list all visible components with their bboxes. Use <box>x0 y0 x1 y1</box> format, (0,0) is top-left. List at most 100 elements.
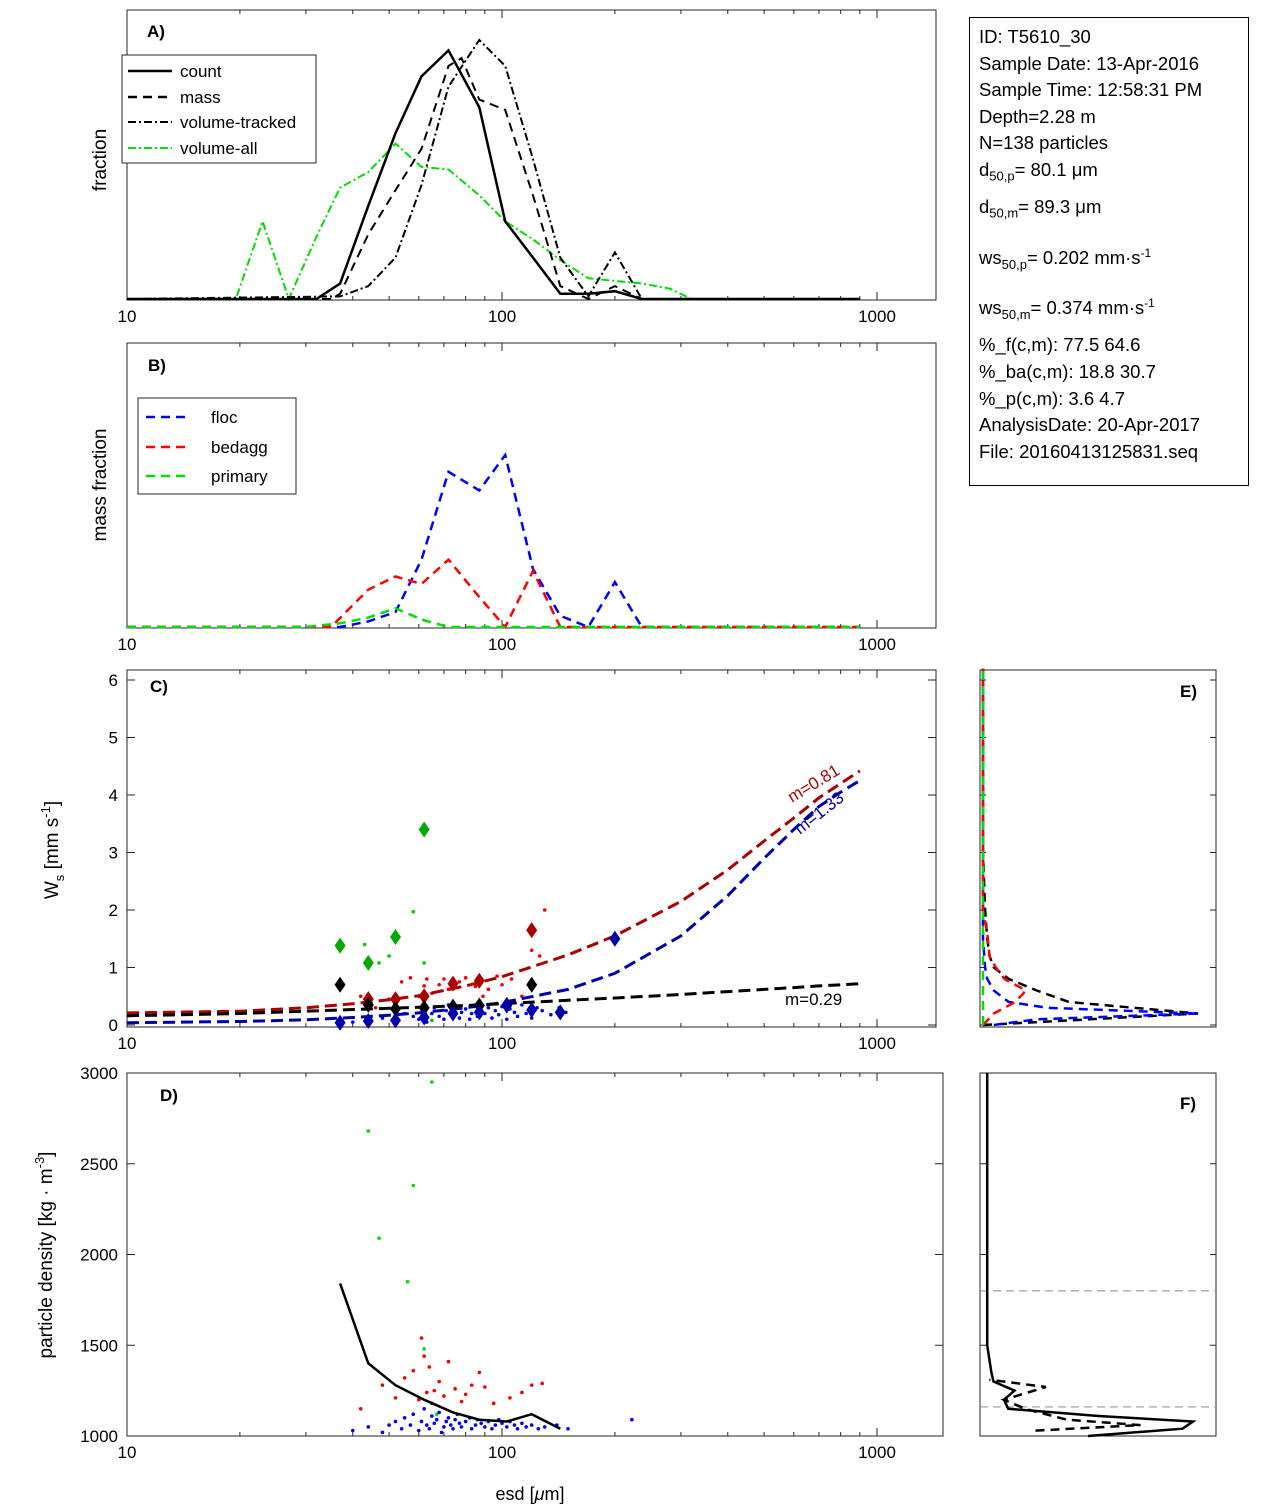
panel-d-point-bedagg <box>491 1401 496 1406</box>
panel-d-point-primary <box>366 1129 371 1133</box>
panel-d-point-bedagg <box>477 1370 482 1375</box>
c-ylabel-main: W <box>42 881 63 899</box>
panel-d-ytick-label: 3000 <box>80 1064 118 1083</box>
panel-d-point-floc <box>505 1425 509 1429</box>
panel-c-point-floc <box>444 1008 449 1013</box>
panel-d-point-floc <box>427 1426 432 1431</box>
panel-d-point-floc <box>512 1423 517 1427</box>
panel-d-point-floc <box>439 1430 444 1435</box>
panel-d-point-floc <box>393 1419 398 1424</box>
panel-d-point-bedagg <box>411 1368 416 1373</box>
panel-c-point-floc <box>459 1010 464 1015</box>
c-ylabel-sup: -1 <box>38 806 53 818</box>
panel-c-diamond-floc <box>554 1004 566 1021</box>
ws50m-prefix: ws <box>979 297 1002 319</box>
panel-d-point-floc <box>457 1421 462 1426</box>
panel-d-point-floc <box>424 1423 429 1427</box>
panel-f-label: F) <box>1180 1094 1196 1113</box>
d50m-value: = 89.3 μm <box>1018 196 1102 218</box>
panel-c-xtick-label: 100 <box>488 1034 516 1053</box>
panel-c-ytick-label: 1 <box>109 959 118 978</box>
panel-d-point-floc <box>453 1417 457 1422</box>
panel-c-point-floc <box>512 1010 517 1015</box>
info-file: File: 20160413125831.seq <box>979 440 1199 462</box>
panel-d-point-floc <box>459 1425 464 1429</box>
legend-b-bedagg-label: bedagg <box>211 438 268 457</box>
panel-c-point-floc <box>430 1011 434 1016</box>
panel-c-diamond-all <box>334 976 346 993</box>
panel-a-ylabel: fraction <box>90 129 111 191</box>
panel-c-diamond-primary <box>362 954 374 971</box>
panel-c-point-floc <box>486 1005 491 1010</box>
panel-d-point-primary <box>411 1183 416 1188</box>
panel-c-point-bedagg <box>399 980 404 984</box>
panel-d-ytick-label: 2500 <box>80 1155 118 1174</box>
xlabel-main: esd [ <box>496 1484 535 1504</box>
panel-c-ytick-label: 0 <box>109 1016 118 1035</box>
panel-c-point-floc <box>463 1007 468 1011</box>
panel-a-xtick-label: 100 <box>488 307 516 326</box>
panel-c-point-bedagg <box>529 948 534 953</box>
panel-d-point-primary <box>377 1236 381 1240</box>
panel-d-point-primary <box>430 1080 434 1084</box>
panel-a-line-count <box>127 48 860 301</box>
panel-c-diamond-floc <box>418 1009 430 1026</box>
panel-d-point-bedagg <box>393 1396 398 1400</box>
panel-d-xtick-label: 100 <box>488 1443 516 1462</box>
panel-c-diamond-floc <box>447 1005 459 1022</box>
panel-c-diamond-floc <box>473 1004 485 1021</box>
info-pct-floc: %_f(c,m): 77.5 64.6 <box>979 334 1141 356</box>
panel-d-point-floc <box>399 1426 404 1431</box>
panel-c-xtick-label: 1000 <box>858 1034 896 1053</box>
panel-d-median-line <box>338 1283 561 1430</box>
panel-c-ytick-label: 5 <box>109 729 118 748</box>
panel-c-diamond-primary <box>418 821 430 838</box>
panel-c-diamond-floc <box>390 1012 402 1029</box>
panel-d-point-floc <box>463 1419 468 1424</box>
panel-d-point-floc <box>442 1425 446 1429</box>
panel-d-point-bedagg <box>358 1406 363 1411</box>
panel-a-label: A) <box>147 22 165 41</box>
panel-d-point-floc <box>430 1414 434 1418</box>
legend-b: floc bedagg primary <box>137 397 297 495</box>
info-pct-primary: %_p(c,m): 3.6 4.7 <box>979 387 1126 409</box>
panel-c-point-floc <box>442 1017 446 1022</box>
panel-b-line-floc <box>127 452 860 629</box>
panel-d-point-floc <box>448 1423 453 1427</box>
panel-c-point-primary <box>362 942 367 947</box>
panel-c-ytick-label: 4 <box>109 786 118 805</box>
panel-d-ytick-label: 1000 <box>80 1427 118 1446</box>
panel-d-point-bedagg <box>483 1385 487 1389</box>
panel-c-point-floc <box>529 1016 534 1020</box>
panel-c-point-floc <box>490 1016 494 1020</box>
panel-b-ylabel: mass fraction <box>90 429 111 542</box>
panel-d-point-floc <box>529 1423 534 1427</box>
panel-d-point-floc <box>350 1428 355 1433</box>
panel-d-point-primary <box>422 1347 426 1351</box>
legend-b-floc-label: floc <box>211 408 238 427</box>
panel-c-point-primary <box>411 909 416 914</box>
panel-d-point-bedagg <box>437 1379 441 1384</box>
panel-c-diamond-floc <box>526 1002 538 1019</box>
panel-c-diamond-floc <box>609 930 621 947</box>
info-pct-bedagg: %_ba(c,m): 18.8 30.7 <box>979 361 1156 382</box>
legend-a-mass-label: mass <box>180 88 221 107</box>
panel-d-point-floc <box>524 1425 528 1429</box>
plot-marks <box>126 38 1216 1438</box>
panel-d-xtick-label: 10 <box>118 1443 137 1462</box>
panel-d-point-floc <box>411 1412 416 1417</box>
panel-b-xtick-label: 1000 <box>858 635 896 654</box>
d-ylabel-end: ] <box>36 1152 57 1157</box>
panel-c-ytick-label: 2 <box>109 901 118 920</box>
panel-c-point-bedagg <box>473 984 478 989</box>
panel-d-point-bedagg <box>453 1387 457 1391</box>
panel-c-ytick-label: 6 <box>109 671 118 690</box>
annotation-m-all: m=0.29 <box>785 990 842 1009</box>
ws50p-value: = 0.202 mm·s <box>1026 246 1141 268</box>
d50m-sub: 50,m <box>989 205 1019 221</box>
panel-d-point-bedagg <box>446 1359 451 1364</box>
info-particle-count: N=138 particles <box>979 132 1109 154</box>
d50p-prefix: d <box>979 158 990 180</box>
panel-c-point-bedagg <box>408 976 413 980</box>
panel-d-point-bedagg <box>402 1376 407 1380</box>
